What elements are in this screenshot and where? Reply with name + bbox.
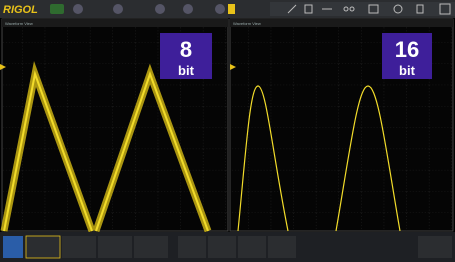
badge-unit: bit xyxy=(399,63,416,78)
scope-screen: RIGOL Waveform View 8 bit Waveform View xyxy=(0,0,455,262)
badge-unit: bit xyxy=(178,63,195,78)
panel-title: Waveform View xyxy=(233,21,261,26)
panel-right: Waveform View 16 bit xyxy=(230,19,453,231)
badge-value: 16 xyxy=(395,37,419,62)
panel-title: Waveform View xyxy=(5,21,33,26)
logo: RIGOL xyxy=(3,4,38,16)
panel-left: Waveform View 8 bit xyxy=(0,19,228,231)
badge-value: 8 xyxy=(180,37,192,62)
